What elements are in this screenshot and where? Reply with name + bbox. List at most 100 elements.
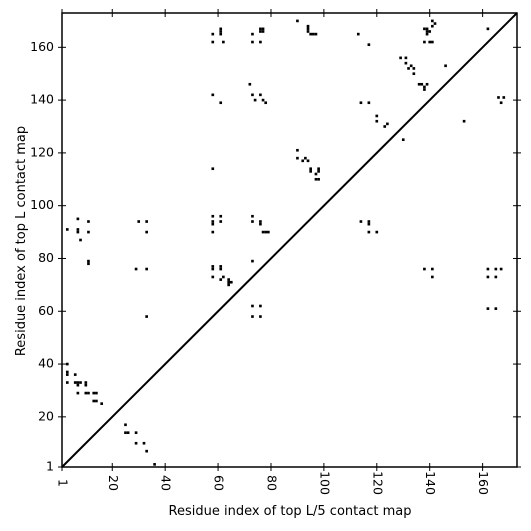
contact-point — [309, 32, 312, 36]
plot-frame — [61, 12, 518, 468]
contact-point — [375, 119, 379, 123]
contact-point — [222, 40, 225, 44]
x-tick-label: 80 — [264, 475, 279, 491]
contact-point — [92, 399, 96, 403]
y-tick-label: 20 — [38, 408, 54, 423]
contact-point — [227, 283, 230, 287]
contact-point — [211, 275, 215, 279]
contact-point — [499, 267, 503, 271]
contact-point — [259, 40, 262, 44]
contact-point — [87, 262, 90, 266]
contact-point — [407, 67, 410, 70]
contact-point — [494, 307, 498, 310]
contact-point — [219, 267, 223, 271]
contact-point — [409, 64, 413, 68]
contact-point — [259, 27, 262, 31]
contact-point — [367, 43, 371, 46]
contact-point — [251, 315, 254, 318]
contact-point — [211, 167, 215, 171]
x-tick-label: 120 — [370, 471, 385, 495]
contact-point — [486, 27, 490, 31]
contact-point — [219, 214, 223, 218]
contact-point — [444, 64, 447, 68]
contact-point — [417, 82, 421, 86]
contact-point — [153, 463, 156, 466]
contact-point — [404, 61, 408, 65]
contact-point — [375, 230, 379, 234]
contact-point — [134, 441, 138, 445]
contact-point — [87, 220, 90, 223]
contact-point — [219, 32, 223, 36]
contact-point — [211, 32, 215, 36]
contact-point — [84, 391, 88, 395]
contact-point — [227, 280, 230, 284]
contact-point — [251, 259, 254, 263]
contact-point — [423, 27, 426, 31]
contact-point — [219, 27, 223, 31]
contact-point — [79, 238, 82, 242]
diagonal-line — [61, 12, 518, 468]
contact-point — [134, 267, 138, 271]
contact-point — [367, 101, 371, 105]
contact-point — [306, 159, 310, 163]
contact-point — [296, 19, 299, 23]
contact-point — [76, 217, 80, 221]
contact-point — [219, 278, 223, 281]
contact-point — [145, 315, 148, 318]
contact-point — [356, 32, 360, 36]
contact-point — [261, 27, 265, 31]
contact-point — [251, 93, 254, 97]
contact-point — [126, 431, 130, 435]
contact-point — [425, 30, 429, 33]
contact-point — [317, 170, 320, 173]
contact-point — [375, 114, 379, 118]
contact-point — [253, 98, 257, 102]
contact-point — [73, 381, 77, 384]
contact-point — [304, 156, 307, 160]
contact-point — [251, 214, 254, 218]
y-tick-label: 160 — [30, 39, 54, 54]
contact-point — [145, 220, 148, 223]
plot-frame-layer — [61, 12, 518, 468]
contact-point — [251, 32, 254, 36]
contact-point — [211, 93, 215, 97]
contact-point — [259, 30, 262, 33]
contact-point — [222, 275, 225, 279]
contact-point — [76, 383, 80, 387]
contact-point — [317, 167, 320, 171]
y-tick-label: 100 — [30, 197, 54, 212]
contact-point — [84, 383, 88, 387]
contact-point — [134, 431, 138, 435]
contact-point — [420, 82, 424, 86]
contact-point — [359, 101, 363, 105]
contact-point — [311, 32, 315, 36]
contact-point — [486, 307, 490, 310]
contact-point — [261, 98, 265, 102]
contact-point — [462, 119, 466, 123]
contact-point — [211, 220, 215, 223]
contact-point — [76, 228, 80, 231]
contact-point — [431, 19, 434, 23]
contact-point — [92, 391, 96, 395]
contact-point — [423, 85, 426, 89]
y-tick-label: 1 — [46, 459, 54, 474]
contact-point — [251, 220, 254, 223]
contact-point — [264, 230, 268, 234]
y-axis-label: Residue index of top L contact map — [14, 126, 29, 356]
contact-point — [124, 423, 127, 427]
y-tick-label: 40 — [38, 356, 54, 371]
contact-point — [431, 40, 434, 44]
diagonal-layer — [61, 12, 518, 468]
contact-point — [314, 177, 318, 181]
y-tick-label: 120 — [30, 144, 54, 159]
contact-point — [423, 40, 426, 44]
contact-point — [431, 275, 434, 279]
contact-point — [428, 30, 432, 33]
contact-point — [425, 27, 429, 31]
contact-point — [264, 101, 268, 105]
contact-point — [142, 441, 146, 445]
contact-point — [296, 156, 299, 160]
x-tick-label: 1 — [56, 479, 71, 487]
x-tick-label: 60 — [212, 475, 227, 491]
